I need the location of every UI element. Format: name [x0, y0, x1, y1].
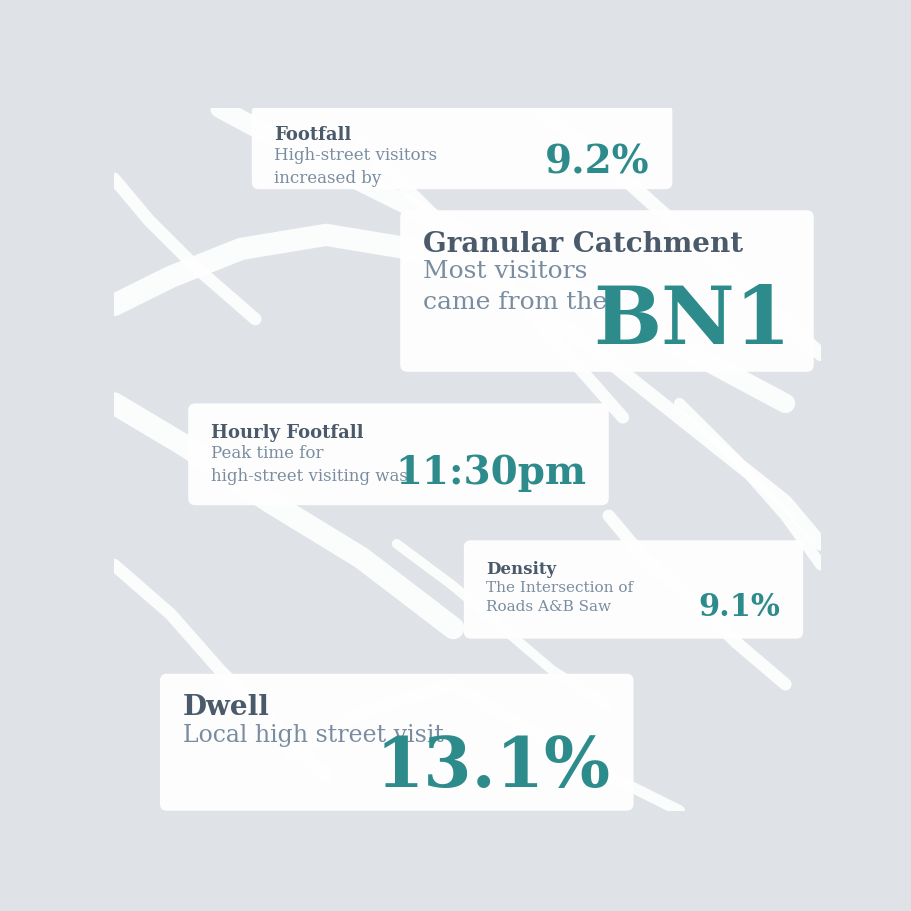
Text: 9.1%: 9.1%	[698, 591, 780, 622]
FancyBboxPatch shape	[464, 541, 803, 639]
Text: Peak time for
high-street visiting was: Peak time for high-street visiting was	[210, 445, 407, 485]
FancyBboxPatch shape	[251, 106, 671, 190]
Text: BN1: BN1	[593, 282, 790, 360]
Text: 13.1%: 13.1%	[375, 733, 610, 801]
Text: Local high street visit: Local high street visit	[182, 722, 443, 746]
Text: Hourly Footfall: Hourly Footfall	[210, 424, 363, 442]
FancyBboxPatch shape	[400, 211, 813, 373]
Text: Density: Density	[486, 560, 556, 578]
Text: 11:30pm: 11:30pm	[394, 454, 586, 491]
Text: Granular Catchment: Granular Catchment	[423, 230, 742, 258]
Text: Most visitors
came from the: Most visitors came from the	[423, 260, 607, 314]
Text: High-street visitors
increased by: High-street visitors increased by	[274, 147, 437, 187]
Text: Footfall: Footfall	[274, 126, 352, 143]
FancyBboxPatch shape	[188, 404, 609, 506]
Text: 9.2%: 9.2%	[545, 143, 649, 181]
FancyBboxPatch shape	[159, 674, 633, 811]
Text: Dwell: Dwell	[182, 693, 269, 721]
Text: The Intersection of
Roads A&B Saw: The Intersection of Roads A&B Saw	[486, 580, 633, 613]
